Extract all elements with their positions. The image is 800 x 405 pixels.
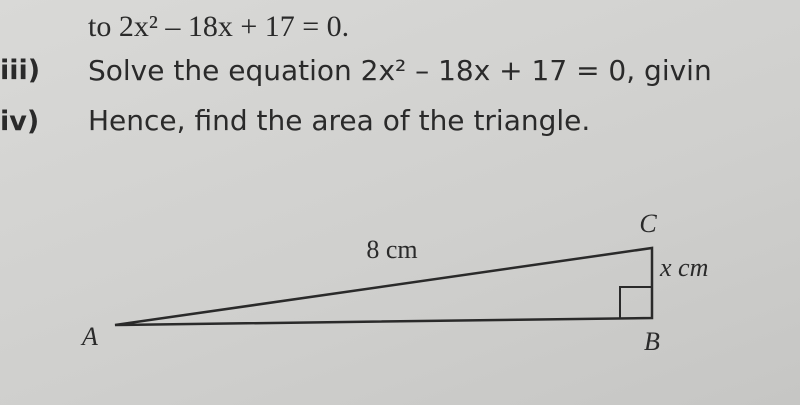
side-label: x cm bbox=[659, 253, 708, 282]
item-text: Solve the equation 2x² – 18x + 17 = 0, g… bbox=[88, 54, 712, 87]
vertex-label: A bbox=[80, 322, 98, 351]
hypotenuse-label: 8 cm bbox=[366, 235, 417, 264]
item-text: Hence, find the area of the triangle. bbox=[88, 104, 591, 137]
vertex-label: C bbox=[639, 209, 657, 238]
item-marker: iv) bbox=[0, 106, 40, 137]
right-angle-mark bbox=[619, 286, 652, 318]
item-marker: iii) bbox=[0, 55, 41, 86]
triangle bbox=[114, 246, 654, 327]
equation-line: to 2x² – 18x + 17 = 0. bbox=[88, 10, 350, 43]
vertex-label: B bbox=[644, 327, 660, 356]
